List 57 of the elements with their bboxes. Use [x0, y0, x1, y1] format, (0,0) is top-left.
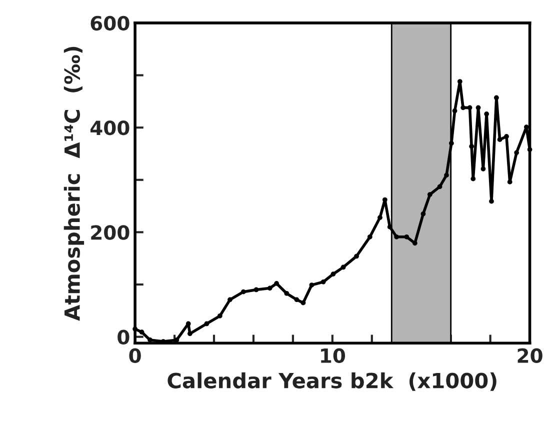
point	[354, 254, 359, 259]
y-tick-label: 200	[91, 225, 130, 240]
point	[467, 105, 472, 110]
point	[187, 331, 192, 336]
point	[267, 286, 272, 291]
point	[476, 105, 481, 110]
point	[507, 180, 512, 184]
point	[294, 297, 300, 302]
point	[240, 289, 246, 294]
point	[330, 272, 336, 276]
x-tick-label: 10	[321, 348, 346, 364]
point	[228, 297, 232, 302]
point	[132, 326, 138, 332]
point	[284, 290, 290, 296]
point	[444, 172, 449, 178]
point	[514, 150, 519, 156]
point	[469, 144, 474, 149]
point	[470, 176, 476, 182]
point	[139, 330, 144, 335]
point	[460, 105, 466, 110]
point	[457, 79, 462, 84]
point	[387, 224, 392, 230]
point	[524, 124, 529, 130]
point	[494, 95, 499, 100]
y-tick-label: 0	[118, 330, 130, 344]
point	[300, 300, 306, 306]
point	[489, 198, 494, 204]
point	[404, 234, 410, 240]
point	[320, 279, 326, 284]
point	[449, 140, 454, 146]
x-tick-label: 20	[518, 348, 542, 364]
point	[480, 166, 486, 172]
point	[378, 215, 382, 220]
point	[452, 108, 458, 114]
point	[504, 134, 509, 139]
point	[254, 287, 259, 292]
point	[420, 211, 426, 216]
point	[497, 137, 502, 142]
point	[309, 282, 314, 288]
point	[340, 264, 346, 270]
point	[484, 112, 489, 116]
y-tick-label: 400	[90, 120, 130, 136]
point	[148, 338, 152, 342]
x-tick-label: 0	[129, 348, 141, 364]
y-tick-label: 600	[90, 16, 130, 31]
point	[437, 184, 442, 190]
point	[204, 321, 210, 326]
y-axis-title: Atmospheric Δ¹⁴C (‰)	[64, 46, 84, 321]
point	[217, 313, 222, 318]
point	[174, 338, 180, 342]
point	[527, 147, 532, 152]
point	[427, 192, 432, 197]
point	[367, 234, 372, 240]
x-axis-title: Calendar Years b2k (x1000)	[168, 372, 496, 391]
point	[394, 234, 399, 240]
point	[274, 281, 279, 286]
point	[412, 240, 418, 246]
